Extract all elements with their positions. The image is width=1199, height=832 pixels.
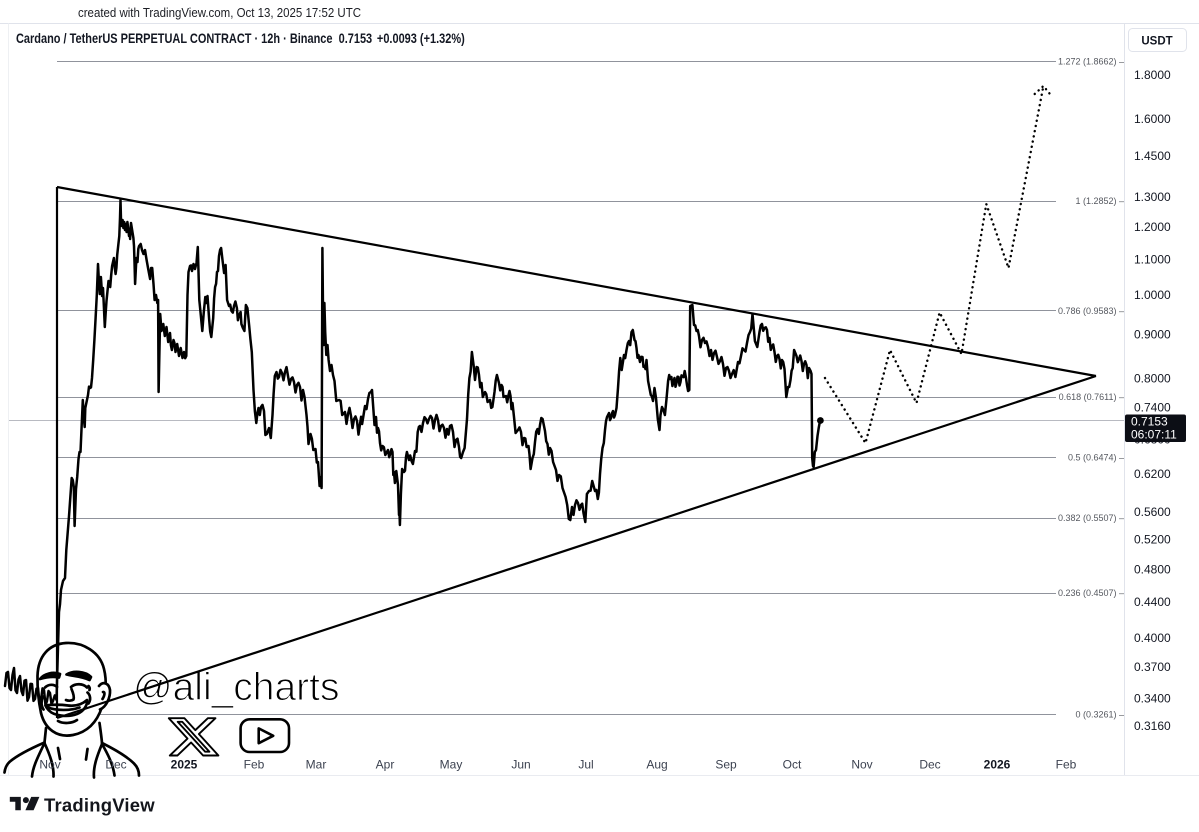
svg-text:0.5200: 0.5200 [1134,533,1171,547]
svg-text:Jun: Jun [511,758,530,772]
svg-text:0.4400: 0.4400 [1134,595,1171,609]
svg-text:0.5 (0.6474) –: 0.5 (0.6474) – [1068,453,1124,463]
svg-text:1.0000: 1.0000 [1134,288,1171,302]
svg-text:Nov: Nov [39,758,60,772]
svg-text:06:07:11: 06:07:11 [1131,428,1177,442]
svg-text:Oct: Oct [783,758,802,772]
svg-text:1.8000: 1.8000 [1134,68,1171,82]
svg-text:Mar: Mar [306,758,327,772]
svg-text:Aug: Aug [646,758,667,772]
svg-text:Apr: Apr [376,758,395,772]
svg-text:0.382 (0.5507) –: 0.382 (0.5507) – [1058,513,1124,523]
svg-text:0.786 (0.9583) –: 0.786 (0.9583) – [1058,306,1124,316]
svg-text:Jul: Jul [578,758,593,772]
svg-text:Nov: Nov [851,758,872,772]
svg-text:0.4800: 0.4800 [1134,563,1171,577]
svg-text:1 (1.2852) –: 1 (1.2852) – [1075,196,1124,206]
svg-text:2025: 2025 [171,758,198,772]
svg-text:0.8000: 0.8000 [1134,372,1171,386]
svg-text:0.6200: 0.6200 [1134,467,1171,481]
svg-text:0 (0.3261) –: 0 (0.3261) – [1075,709,1124,719]
svg-text:0.3160: 0.3160 [1134,719,1171,733]
svg-text:0.9000: 0.9000 [1134,327,1171,341]
svg-text:TradingView: TradingView [44,795,155,816]
svg-text:1.3000: 1.3000 [1134,190,1171,204]
svg-text:Dec: Dec [105,758,126,772]
svg-text:May: May [440,758,463,772]
svg-text:1.1000: 1.1000 [1134,252,1171,266]
svg-text:1.6000: 1.6000 [1134,112,1171,126]
svg-text:0.236 (0.4507) –: 0.236 (0.4507) – [1058,588,1124,598]
svg-text:USDT: USDT [1141,36,1172,48]
svg-text:1.272 (1.8662) –: 1.272 (1.8662) – [1058,57,1124,67]
svg-text:0.3400: 0.3400 [1134,692,1171,706]
svg-text:1.4500: 1.4500 [1134,149,1171,163]
svg-text:0.4000: 0.4000 [1134,631,1171,645]
svg-text:0.7153: 0.7153 [1131,415,1168,429]
svg-text:1.2000: 1.2000 [1134,220,1171,234]
svg-text:0.5600: 0.5600 [1134,505,1171,519]
svg-text:0.7400: 0.7400 [1134,401,1171,415]
svg-text:0.3700: 0.3700 [1134,660,1171,674]
svg-text:Sep: Sep [715,758,737,772]
svg-text:Feb: Feb [1056,758,1077,772]
svg-text:@ali_charts: @ali_charts [133,666,340,709]
svg-text:2026: 2026 [984,758,1011,772]
svg-text:0.618 (0.7611) –: 0.618 (0.7611) – [1059,392,1124,402]
svg-text:Feb: Feb [244,758,265,772]
svg-text:Dec: Dec [919,758,940,772]
